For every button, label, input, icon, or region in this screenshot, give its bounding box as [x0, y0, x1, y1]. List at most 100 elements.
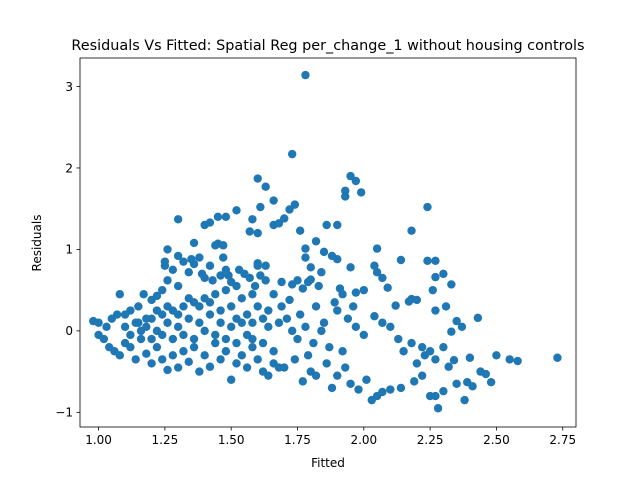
- data-point: [452, 379, 461, 389]
- y-tick-label: 2: [65, 161, 73, 175]
- data-point: [102, 322, 111, 332]
- data-point: [184, 357, 193, 367]
- data-point: [309, 338, 318, 348]
- data-point: [338, 290, 347, 299]
- y-tick-label: −1: [55, 406, 73, 420]
- data-point: [173, 363, 183, 372]
- data-point: [399, 347, 408, 356]
- data-point: [439, 269, 448, 279]
- data-point: [179, 347, 188, 356]
- data-point: [234, 265, 244, 274]
- data-point: [473, 313, 483, 323]
- data-point: [330, 298, 339, 307]
- data-point: [338, 347, 347, 356]
- data-point: [322, 359, 331, 368]
- data-point: [333, 220, 342, 230]
- data-point: [417, 371, 427, 380]
- data-point: [219, 253, 228, 262]
- data-point: [513, 356, 522, 366]
- data-point: [277, 302, 286, 311]
- data-point: [370, 261, 379, 270]
- data-point: [439, 342, 448, 352]
- data-point: [131, 318, 140, 327]
- data-point: [213, 212, 223, 222]
- data-point: [211, 290, 220, 299]
- data-point: [362, 375, 371, 384]
- data-point: [248, 318, 257, 327]
- data-point: [303, 351, 313, 360]
- data-point: [370, 312, 379, 321]
- data-point: [221, 334, 231, 344]
- data-point: [274, 363, 284, 372]
- data-point: [383, 283, 392, 292]
- data-point: [301, 253, 310, 262]
- data-point: [184, 314, 193, 323]
- data-point: [492, 351, 501, 360]
- data-point: [200, 326, 209, 336]
- data-point: [290, 355, 300, 364]
- data-point: [420, 351, 430, 360]
- data-point: [295, 226, 305, 235]
- data-point: [184, 268, 193, 277]
- data-point: [200, 351, 209, 360]
- data-point: [205, 362, 215, 371]
- data-point: [407, 338, 416, 348]
- data-point: [160, 257, 170, 266]
- axes-frame: [79, 57, 577, 428]
- data-point: [248, 342, 257, 352]
- data-point: [216, 318, 225, 327]
- data-point: [208, 276, 217, 285]
- data-point: [311, 302, 321, 311]
- data-point: [274, 219, 284, 228]
- data-point: [205, 310, 215, 319]
- plot-area: 1.00 1.25 1.50 1.75 2.00 2.25 2.50 2.75 −1 0 1 2 3: [55, 57, 577, 447]
- data-point: [349, 302, 358, 311]
- data-point: [372, 268, 382, 277]
- data-point: [386, 322, 395, 332]
- data-point: [346, 171, 355, 181]
- y-axis-label: Residuals: [30, 215, 44, 272]
- data-point: [428, 285, 437, 295]
- data-point: [354, 385, 363, 394]
- data-point: [311, 237, 321, 246]
- data-point: [250, 281, 260, 291]
- data-point: [317, 268, 326, 277]
- data-point: [274, 318, 284, 327]
- data-point: [333, 306, 342, 315]
- data-point: [152, 342, 162, 352]
- data-point: [136, 334, 146, 344]
- data-point: [441, 302, 451, 311]
- data-point: [245, 273, 254, 283]
- data-point: [195, 253, 204, 262]
- data-point: [173, 251, 183, 261]
- data-point: [173, 310, 183, 319]
- data-point: [301, 322, 310, 332]
- data-point: [261, 276, 270, 285]
- data-point: [179, 330, 188, 340]
- data-point: [346, 379, 355, 389]
- data-point: [253, 355, 262, 364]
- data-point: [269, 290, 278, 299]
- data-point: [431, 355, 440, 364]
- data-point: [173, 322, 183, 332]
- data-point: [163, 302, 172, 311]
- data-point: [412, 295, 422, 305]
- data-point: [306, 367, 315, 376]
- data-point: [115, 290, 124, 299]
- data-point: [553, 353, 562, 362]
- data-point: [195, 318, 204, 327]
- data-point: [216, 306, 225, 315]
- data-point: [359, 330, 369, 340]
- data-point: [152, 306, 162, 315]
- data-point: [319, 247, 329, 257]
- data-point: [367, 395, 376, 405]
- data-point: [431, 256, 440, 266]
- data-point: [351, 176, 361, 186]
- data-point: [410, 377, 419, 386]
- data-point: [306, 263, 315, 272]
- data-point: [168, 351, 178, 360]
- data-point: [333, 371, 342, 380]
- data-point: [505, 355, 514, 364]
- data-point: [285, 205, 294, 214]
